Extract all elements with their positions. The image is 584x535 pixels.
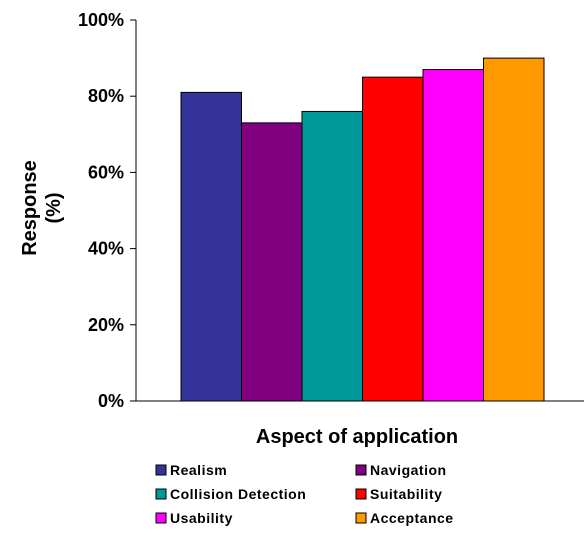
y-tick-label: 60% — [88, 162, 124, 182]
y-axis-title-line: (%) — [43, 192, 65, 223]
y-tick-label: 80% — [88, 86, 124, 106]
y-tick-label: 40% — [88, 239, 124, 259]
bar-collision-detection — [301, 110, 363, 402]
bar-acceptance — [483, 57, 545, 402]
legend-swatch — [355, 488, 367, 500]
bar-suitability — [362, 76, 424, 402]
bar-usability — [422, 69, 484, 402]
bar-navigation — [241, 122, 303, 402]
y-axis-title-line: Response — [19, 160, 41, 256]
legend-label: Suitability — [370, 486, 442, 502]
legend-swatch — [155, 512, 167, 524]
axes-group — [135, 20, 584, 402]
legend-label: Usability — [170, 510, 233, 526]
legend-label: Realism — [170, 462, 227, 478]
legend-swatch — [155, 488, 167, 500]
legend-label: Navigation — [370, 462, 447, 478]
x-axis-title: Aspect of application — [256, 426, 458, 448]
legend-swatch — [355, 464, 367, 476]
y-tick-label: 100% — [78, 10, 124, 30]
legend-swatch — [355, 512, 367, 524]
bar-realism — [180, 91, 242, 402]
legend: Realism Navigation Collision Detection Suit… — [155, 462, 454, 526]
bars-group — [180, 57, 545, 402]
legend-label: Collision Detection — [170, 486, 306, 502]
y-tick-label: 0% — [98, 391, 124, 411]
y-axis-title: Response (%) — [19, 160, 65, 256]
legend-label: Acceptance — [370, 510, 454, 526]
y-ticks-group: 0% 20% 40% 60% 80% 100% — [78, 10, 136, 411]
y-tick-label: 20% — [88, 315, 124, 335]
legend-swatch — [155, 464, 167, 476]
